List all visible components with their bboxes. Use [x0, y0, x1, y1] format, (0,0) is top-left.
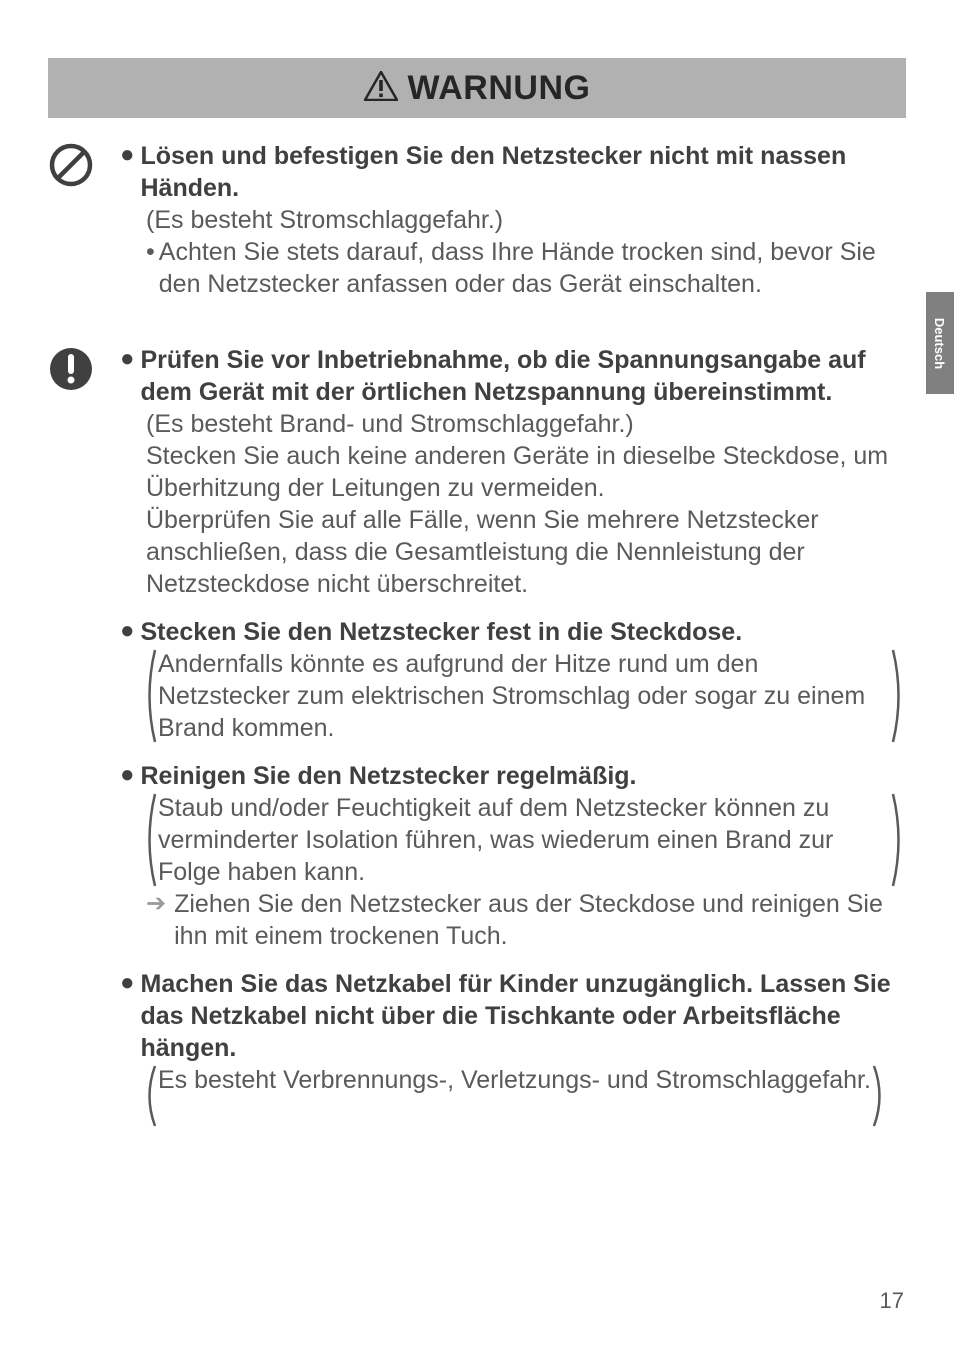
heading-text: Lösen und befestigen Sie den Netzstecker…: [141, 140, 907, 204]
page: WARNUNG ● Lösen und befestigen Sie den N…: [0, 0, 954, 1348]
subbullet-text: Achten Sie stets darauf, dass Ihre Hände…: [159, 236, 906, 300]
item-heading: ● Lösen und befestigen Sie den Netzsteck…: [120, 140, 906, 204]
item-heading: ● Stecken Sie den Netzstecker fest in di…: [120, 616, 906, 648]
paren-close-icon: [890, 792, 906, 888]
icon-column: [48, 140, 120, 316]
bullet-icon: ●: [120, 968, 135, 998]
paren-text: Andernfalls könnte es aufgrund der Hitze…: [158, 648, 890, 744]
body-column: ● Prüfen Sie vor Inbetriebnahme, ob die …: [120, 344, 906, 1144]
sub-bullet: • Achten Sie stets darauf, dass Ihre Hän…: [120, 236, 906, 300]
heading-text: Machen Sie das Netzkabel für Kinder unzu…: [141, 968, 907, 1064]
mandatory-icon: [48, 379, 94, 396]
icon-column: [48, 344, 120, 1144]
paren-open-icon: [142, 648, 158, 744]
bullet-icon: ●: [120, 140, 135, 170]
prohibit-icon: [48, 175, 94, 192]
warning-item: ● Prüfen Sie vor Inbetriebnahme, ob die …: [120, 344, 906, 600]
item-heading: ● Machen Sie das Netzkabel für Kinder un…: [120, 968, 906, 1064]
arrow-right-icon: ➔: [146, 888, 166, 952]
body-text: (Es besteht Stromschlaggefahr.): [120, 204, 906, 236]
arrow-text: Ziehen Sie den Netzstecker aus der Steck…: [174, 888, 906, 952]
section-prohibit: ● Lösen und befestigen Sie den Netzsteck…: [48, 140, 906, 316]
paren-block: Es besteht Verbrennungs-, Verletzungs- u…: [120, 1064, 906, 1128]
side-tab-label: Deutsch: [933, 317, 948, 368]
paren-block: Staub und/oder Feuchtigkeit auf dem Netz…: [120, 792, 906, 888]
paren-close-icon: [871, 1064, 887, 1128]
warning-banner-title: WARNUNG: [408, 69, 591, 108]
bullet-icon: ●: [120, 760, 135, 790]
paren-close-icon: [890, 648, 906, 744]
content-area: ● Lösen und befestigen Sie den Netzsteck…: [48, 118, 906, 1144]
warning-item: ● Reinigen Sie den Netzstecker regelmäßi…: [120, 760, 906, 952]
paren-block: Andernfalls könnte es aufgrund der Hitze…: [120, 648, 906, 744]
item-heading: ● Prüfen Sie vor Inbetriebnahme, ob die …: [120, 344, 906, 408]
warning-item: ● Lösen und befestigen Sie den Netzsteck…: [120, 140, 906, 300]
warning-item: ● Machen Sie das Netzkabel für Kinder un…: [120, 968, 906, 1128]
arrow-line: ➔ Ziehen Sie den Netzstecker aus der Ste…: [120, 888, 906, 952]
warning-item: ● Stecken Sie den Netzstecker fest in di…: [120, 616, 906, 744]
body-text: (Es besteht Brand- und Stromschlaggefahr…: [120, 408, 906, 600]
bullet-icon: ●: [120, 616, 135, 646]
paren-open-icon: [142, 1064, 158, 1128]
bullet-icon: ●: [120, 344, 135, 374]
item-heading: ● Reinigen Sie den Netzstecker regelmäßi…: [120, 760, 906, 792]
warning-banner: WARNUNG: [48, 58, 906, 118]
section-mandatory: ● Prüfen Sie vor Inbetriebnahme, ob die …: [48, 344, 906, 1144]
heading-text: Stecken Sie den Netzstecker fest in die …: [141, 616, 743, 648]
heading-text: Reinigen Sie den Netzstecker regelmäßig.: [141, 760, 637, 792]
subbullet-mark: •: [146, 236, 155, 300]
language-side-tab: Deutsch: [926, 292, 954, 394]
page-number: 17: [880, 1288, 904, 1314]
paren-text: Es besteht Verbrennungs-, Verletzungs- u…: [158, 1064, 871, 1128]
paren-open-icon: [142, 792, 158, 888]
heading-text: Prüfen Sie vor Inbetriebnahme, ob die Sp…: [141, 344, 907, 408]
paren-text: Staub und/oder Feuchtigkeit auf dem Netz…: [158, 792, 890, 888]
warning-triangle-icon: [364, 71, 398, 106]
body-column: ● Lösen und befestigen Sie den Netzsteck…: [120, 140, 906, 316]
